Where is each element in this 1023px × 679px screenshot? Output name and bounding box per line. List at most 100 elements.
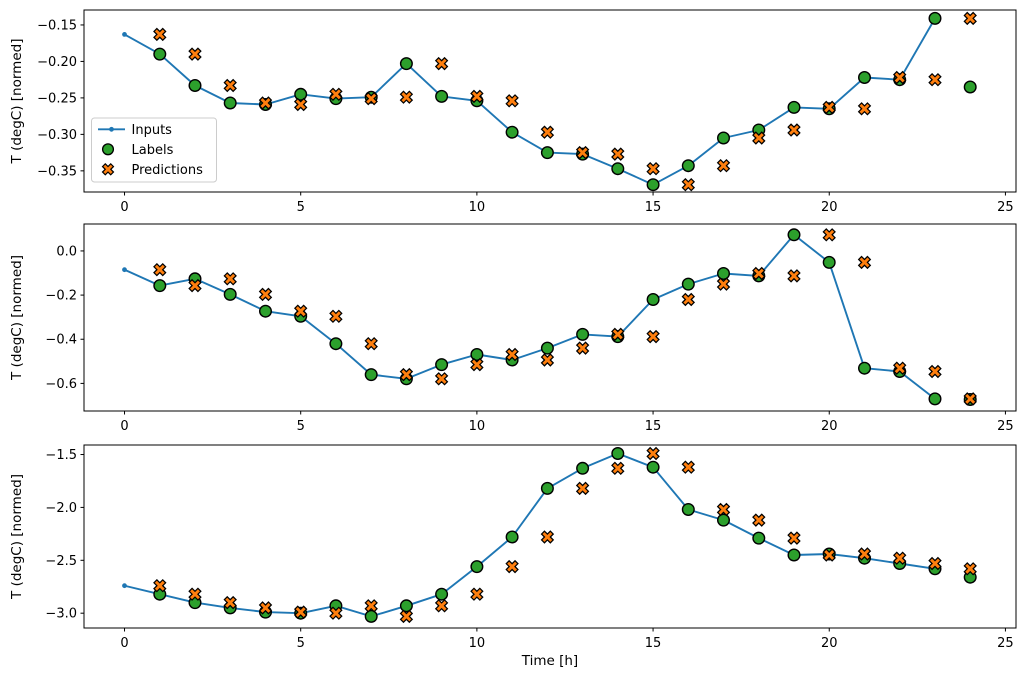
axes-spines [83, 223, 1017, 412]
predictions-marker [505, 94, 519, 108]
labels-marker [681, 159, 695, 173]
labels-marker [646, 178, 660, 192]
legend: Inputs Labels Predictions [91, 117, 217, 183]
predictions-marker [963, 11, 977, 26]
subplot-2: 0 5 10 15 20 25 0.0 −0.2 −0.4 −0.6 T (degC) [norme… [9, 223, 1017, 434]
labels-marker [681, 277, 695, 291]
labels-marker [963, 80, 977, 94]
y-tick-label: −0.30 [37, 128, 77, 143]
y-tick-label: 0.0 [56, 244, 77, 259]
predictions-marker [505, 559, 519, 574]
axes-spines [83, 444, 1017, 629]
predictions-marker [892, 361, 907, 375]
x-tick-label: 25 [997, 200, 1014, 215]
predictions-marker [681, 460, 696, 474]
labels-marker [752, 531, 766, 545]
y-axis-label: T (degC) [normed] [9, 255, 25, 381]
predictions-marker [892, 70, 907, 85]
predictions-marker [787, 531, 801, 545]
x-tick-label: 10 [469, 419, 486, 434]
labels-marker [717, 131, 731, 145]
labels-marker [540, 341, 554, 355]
x-tick-label: 5 [297, 636, 305, 651]
predictions-marker [575, 481, 590, 496]
predictions-marker [752, 266, 766, 281]
predictions-marker [364, 91, 378, 106]
legend-predictions-marker-sample [101, 162, 115, 176]
predictions-marker [540, 353, 555, 367]
predictions-marker [892, 551, 907, 565]
predictions-marker [646, 161, 660, 176]
predictions-marker [752, 131, 766, 145]
y-axis-label: T (degC) [normed] [9, 39, 25, 165]
predictions-marker [575, 145, 590, 160]
predictions-marker [681, 177, 696, 192]
labels-marker [259, 304, 273, 318]
predictions-marker [258, 601, 273, 615]
predictions-marker [611, 461, 625, 476]
x-tick-label: 0 [120, 636, 128, 651]
predictions-marker [293, 605, 308, 619]
predictions-marker [857, 102, 872, 116]
predictions-marker [963, 562, 977, 576]
predictions-marker [188, 47, 202, 61]
predictions-marker [540, 530, 555, 544]
predictions-marker [258, 96, 273, 110]
labels-marker [470, 560, 484, 574]
predictions-marker [258, 287, 273, 302]
x-tick-label: 20 [821, 419, 838, 434]
y-tick-label: −0.35 [37, 164, 77, 179]
labels-marker [153, 47, 167, 61]
predictions-marker [646, 446, 660, 461]
predictions-marker [293, 304, 308, 318]
predictions-marker [928, 72, 942, 87]
labels-marker [787, 548, 801, 562]
legend-label-inputs: Inputs [132, 123, 173, 138]
predictions-marker [752, 513, 766, 527]
labels-marker [822, 255, 836, 269]
y-tick-label: −2.0 [45, 501, 77, 516]
labels-marker [928, 11, 942, 25]
y-tick-label: −1.5 [45, 448, 77, 463]
predictions-marker [963, 392, 977, 406]
predictions-marker [434, 372, 449, 386]
predictions-marker [787, 269, 801, 283]
labels-marker [435, 358, 449, 372]
predictions-marker [822, 228, 836, 242]
predictions-marker [646, 329, 660, 344]
x-axis-label: Time [h] [521, 653, 578, 669]
labels-marker [576, 327, 590, 341]
y-tick-label: −0.6 [45, 377, 77, 392]
labels-marker [188, 78, 202, 92]
inputs-point-marker [122, 267, 127, 273]
subplot-3: 0 5 10 15 20 25 −1.5 −2.0 −2.5 −3.0 T (degC) [norm… [9, 444, 1017, 669]
y-axis-label: T (degC) [normed] [9, 474, 25, 600]
predictions-marker [223, 272, 237, 286]
predictions-marker [857, 255, 872, 270]
predictions-marker [470, 357, 484, 372]
predictions-marker [716, 502, 731, 517]
inputs-line [124, 233, 936, 400]
labels-marker [364, 609, 378, 623]
predictions-marker [329, 309, 343, 324]
legend-label-labels: Labels [132, 143, 174, 158]
predictions-marker [434, 56, 449, 71]
predictions-marker [822, 100, 836, 115]
predictions-marker [470, 587, 484, 601]
y-tick-label: −2.5 [45, 554, 77, 569]
labels-marker [399, 599, 413, 613]
y-tick-label: −3.0 [45, 607, 77, 622]
x-tick-label: 5 [297, 200, 305, 215]
predictions-marker [716, 158, 731, 173]
x-tick-label: 10 [469, 200, 486, 215]
inputs-point-marker [122, 583, 127, 589]
legend-labels-marker-sample [101, 143, 115, 156]
labels-marker [540, 481, 554, 495]
predictions-marker [364, 599, 378, 613]
predictions-marker [223, 78, 237, 93]
x-tick-label: 5 [297, 419, 305, 434]
predictions-marker [716, 277, 731, 291]
labels-marker [435, 89, 449, 103]
x-tick-label: 15 [645, 200, 662, 215]
